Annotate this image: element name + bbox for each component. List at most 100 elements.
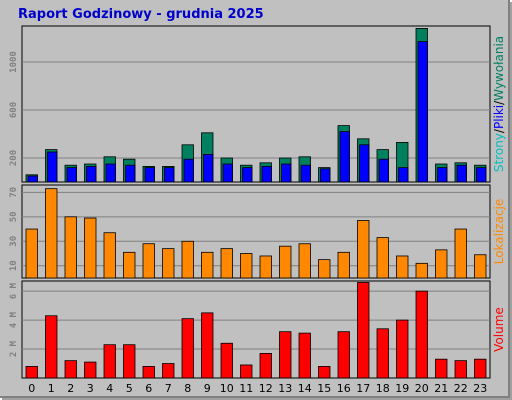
bar-lokalizacje-11 [240,253,253,279]
bar-pliki-1 [47,151,58,183]
panel-border [21,25,491,183]
bar-volume-20 [415,290,428,379]
x-tick-label: 8 [184,382,191,395]
x-tick-label: 17 [356,382,370,395]
x-tick-label: 5 [126,382,133,395]
bar-pliki-12 [261,165,272,183]
bar-volume-21 [435,358,448,379]
bar-volume-3 [84,361,97,379]
bar-lokalizacje-19 [396,255,409,279]
y-tick-label: 1000 [9,51,19,73]
y-tick-label: 6 M [9,282,19,299]
y-tick-label: 200 [9,150,19,166]
chart-panel-1: 200 600 1000 [9,25,491,183]
bar-pliki-2 [66,167,77,183]
bar-lokalizacje-23 [474,254,487,279]
bar-volume-19 [396,319,409,379]
bar-lokalizacje-8 [181,240,194,279]
x-tick-label: 22 [454,382,468,395]
bar-lokalizacje-17 [357,220,370,279]
bar-pliki-3 [86,165,97,183]
x-tick-label: 12 [259,382,273,395]
y-tick-label: 4 M [9,311,19,328]
bar-lokalizacje-21 [435,249,448,279]
x-tick-label: 19 [395,382,409,395]
x-tick-label: 13 [278,382,292,395]
bar-volume-2 [64,360,77,379]
bar-pliki-0 [27,175,38,183]
bar-pliki-14 [300,164,311,183]
bar-volume-7 [162,363,175,379]
bar-pliki-6 [144,167,155,183]
bar-volume-8 [181,318,194,379]
bar-volume-17 [357,282,370,379]
bar-volume-13 [279,331,292,379]
bar-volume-18 [376,328,389,379]
bar-lokalizacje-4 [103,232,116,279]
y-axis-label-volume: Volume [492,307,506,352]
x-tick-label: 9 [204,382,211,395]
bar-pliki-7 [164,167,175,183]
bar-pliki-23 [476,167,487,183]
bar-lokalizacje-7 [162,248,175,279]
y-axis-label-part: Wywołania [492,36,506,101]
panel-border [21,184,491,279]
y-tick-label: 10 [9,260,19,271]
bar-pliki-9 [203,153,214,183]
bar-volume-16 [337,331,350,379]
bar-volume-23 [474,358,487,379]
bar-lokalizacje-9 [201,251,214,279]
bar-volume-0 [25,366,38,379]
bar-lokalizacje-5 [123,251,136,279]
y-axis-label-part: / [492,100,506,105]
bar-pliki-17 [359,144,370,183]
bar-pliki-15 [320,168,331,183]
bar-lokalizacje-16 [337,251,350,279]
bar-volume-9 [201,312,214,379]
bar-pliki-13 [281,163,292,183]
bar-volume-5 [123,344,136,379]
bar-volume-4 [103,344,116,379]
y-axis-label-part: Strony [492,133,506,172]
x-tick-label: 14 [298,382,312,395]
bar-volume-14 [298,332,311,379]
x-tick-label: 16 [337,382,351,395]
y-tick-label: 70 [9,187,19,198]
bar-pliki-19 [398,167,409,183]
chart-panel-3: 2 M 4 M 6 M [9,280,491,379]
bar-volume-6 [142,366,155,379]
report-title: Raport Godzinowy - grudnia 2025 [18,7,264,22]
x-tick-label: 23 [473,382,487,395]
bar-volume-12 [259,352,272,379]
bar-lokalizacje-20 [415,262,428,279]
bar-pliki-4 [105,163,116,183]
bar-pliki-20 [417,41,428,183]
y-axis-label-hits: Strony/Pliki/Wywołania [492,36,506,172]
bar-volume-10 [220,342,233,379]
bar-lokalizacje-12 [259,255,272,279]
x-tick-label: 4 [106,382,113,395]
x-tick-label: 0 [28,382,35,395]
x-tick-label: 15 [317,382,331,395]
x-tick-label: 7 [165,382,172,395]
x-tick-label: 2 [67,382,74,395]
y-tick-label: 30 [9,236,19,247]
bar-pliki-8 [183,158,194,183]
bar-lokalizacje-0 [25,228,38,279]
x-tick-label: 20 [415,382,429,395]
x-tick-label: 21 [434,382,448,395]
bar-lokalizacje-6 [142,243,155,279]
x-tick-label: 1 [48,382,55,395]
panel-border [21,280,491,379]
x-tick-label: 18 [376,382,390,395]
bar-pliki-18 [378,158,389,183]
bar-volume-15 [318,366,331,379]
y-tick-label: 50 [9,211,19,222]
x-tick-label: 6 [145,382,152,395]
chart-panel-2: 10 30 50 70 [9,184,491,279]
bar-lokalizacje-18 [376,237,389,279]
x-tick-label: 10 [220,382,234,395]
bar-lokalizacje-14 [298,243,311,279]
bar-lokalizacje-1 [45,188,58,279]
